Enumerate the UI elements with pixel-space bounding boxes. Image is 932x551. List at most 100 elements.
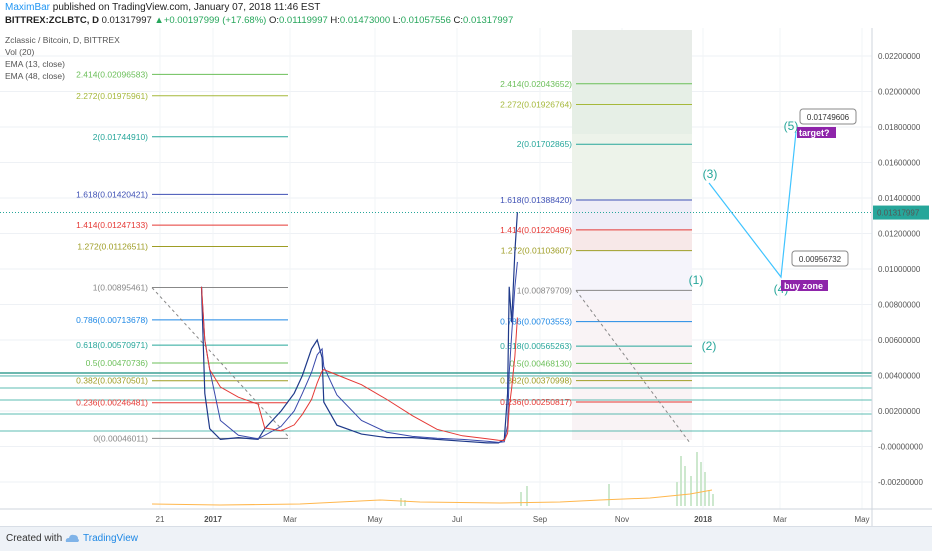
shade-band-blue [572,200,692,230]
high-label: H: [330,15,340,26]
price-chart[interactable]: 2.414(0.02096583) 2.272(0.01975961) 2(0.01… [0,0,932,526]
buyzone-price-text: 0.00956732 [799,255,842,264]
volume-bar [704,472,706,506]
high-value: 0.01473000 [339,15,391,26]
price-tick-label: 0.00400000 [878,372,921,381]
ema48-line [201,286,518,442]
volume-bar [676,482,678,506]
fib-right-trend-line [575,290,691,444]
time-axis[interactable]: 21 2017 Mar May Jul Sep Nov 2018 Mar May [156,515,870,524]
author-link[interactable]: MaximBar [5,2,51,13]
buyzone-price-box [791,250,849,267]
price-tick-label: -0.00000000 [878,443,923,452]
price-axis[interactable]: 0.02200000 0.02000000 0.01800000 0.01600000… [878,52,923,487]
time-tick-label: Mar [773,515,787,524]
legend-ema48: EMA (48, close) [5,71,65,81]
fib-right-label: 2.414(0.02043652) [500,79,572,89]
fib-levels-left: 2.414(0.02096583) 2.272(0.01975961) 2(0.01… [76,69,291,443]
fib-right-label: 1(0.00879709) [517,285,572,295]
price-tick-label: 0.01200000 [878,230,921,239]
legend-title: Zclassic / Bitcoin, D, BITTREX [5,35,120,45]
target-price-text: 0.01749606 [807,113,850,122]
tradingview-brand-link[interactable]: TradingView [83,533,139,544]
time-tick-label: Mar [283,515,297,524]
legend-ema13: EMA (13, close) [5,59,65,69]
shade-band-pink [572,300,692,440]
volume-bar [526,486,528,506]
price-tick-label: 0.01600000 [878,159,921,168]
time-tick-label: Jul [452,515,462,524]
fib-shaded-zone [572,30,692,440]
fib-left-trend-line [151,287,291,439]
low-value: 0.01057556 [400,15,451,26]
fib-left-label: 2(0.01744910) [93,132,148,142]
fib-left-label: 0.618(0.00570971) [76,340,148,350]
fib-right-label: 1.618(0.01388420) [500,195,572,205]
shade-band-light-green [572,134,692,200]
fib-right-label: 0.786(0.00703553) [500,317,572,327]
chart-legend: Zclassic / Bitcoin, D, BITTREX Vol (20) … [5,35,120,81]
volume-bar [712,494,714,506]
time-tick-label: 21 [156,515,165,524]
open-label: O: [268,15,279,26]
time-tick-label: Nov [615,515,629,524]
volume-bar [684,466,686,506]
current-price-marker: 0.01317997 [0,205,929,220]
projection-path [708,131,797,279]
price-tick-label: 0.01400000 [878,194,921,203]
time-tick-label: 2018 [694,515,712,524]
shade-band-red [572,230,692,250]
close-value: 0.01317997 [463,15,514,26]
buyzone-badge [781,280,828,291]
price-value: 0.01317997 [101,15,152,26]
fib-right-label: 0.618(0.00565263) [500,341,572,351]
fib-right-label: 0.382(0.00370998) [500,376,572,386]
price-tick-label: 0.00200000 [878,407,921,416]
legend-vol: Vol (20) [5,47,34,57]
wave-label: (3) [703,167,718,181]
time-tick-label: 2017 [204,515,222,524]
footer-bar: Created with TradingView [0,526,932,551]
ohlc-header: BITTREX:ZCLBTC, D 0.01317997 ▲+0.0019799… [5,15,513,26]
volume-bar [400,498,402,506]
fib-right-label: 1.414(0.01220496) [500,225,572,235]
price-tick-label: 0.00600000 [878,336,921,345]
projection-line [708,131,797,279]
created-with-label: Created with [6,533,63,544]
volume-average-line [151,489,713,506]
volume-bars [151,452,714,506]
target-price-box [799,108,857,125]
target-badge [797,127,836,138]
volume-bar [696,452,698,506]
open-value: 0.01119997 [278,15,328,26]
published-text: published on TradingView.com, January 07… [52,2,321,13]
fib-left-label: 0.382(0.00370501) [76,376,148,386]
wave-label: (1) [689,273,704,287]
price-series [200,212,518,444]
annotations: 0.01749606 target? 0.00956732 buy zone [781,108,857,291]
price-line [200,212,518,444]
wave-label: (2) [702,339,717,353]
tradingview-cloud-icon [65,534,79,542]
fib-left-label: 0.5(0.00470736) [86,358,149,368]
close-label: C: [453,15,464,26]
price-tick-label: 0.02200000 [878,52,921,61]
current-price-badge [873,205,929,220]
price-tick-label: 0.01000000 [878,265,921,274]
fib-right-label: 0.236(0.00250817) [500,397,572,407]
volume-bar [520,492,522,506]
fib-left-label: 1.618(0.01420421) [76,189,148,199]
time-tick-label: May [367,515,382,524]
volume-bar [608,484,610,506]
fib-left-label: 2.414(0.02096583) [76,69,148,79]
fib-right-label: 0.5(0.00468130) [510,358,573,368]
ema13-line [201,261,518,443]
horizontal-support-lines [0,372,872,432]
target-badge-text: target? [799,128,830,138]
change-value: +0.00197999 (+17.68%) [163,15,267,26]
volume-bar [708,490,710,506]
price-tick-label: 0.02000000 [878,88,921,97]
fib-levels-right: 2.414(0.02043652) 2.272(0.01926764) 2(0.01… [500,79,692,444]
time-tick-label: Sep [533,515,548,524]
wave-label: (5) [784,119,799,133]
